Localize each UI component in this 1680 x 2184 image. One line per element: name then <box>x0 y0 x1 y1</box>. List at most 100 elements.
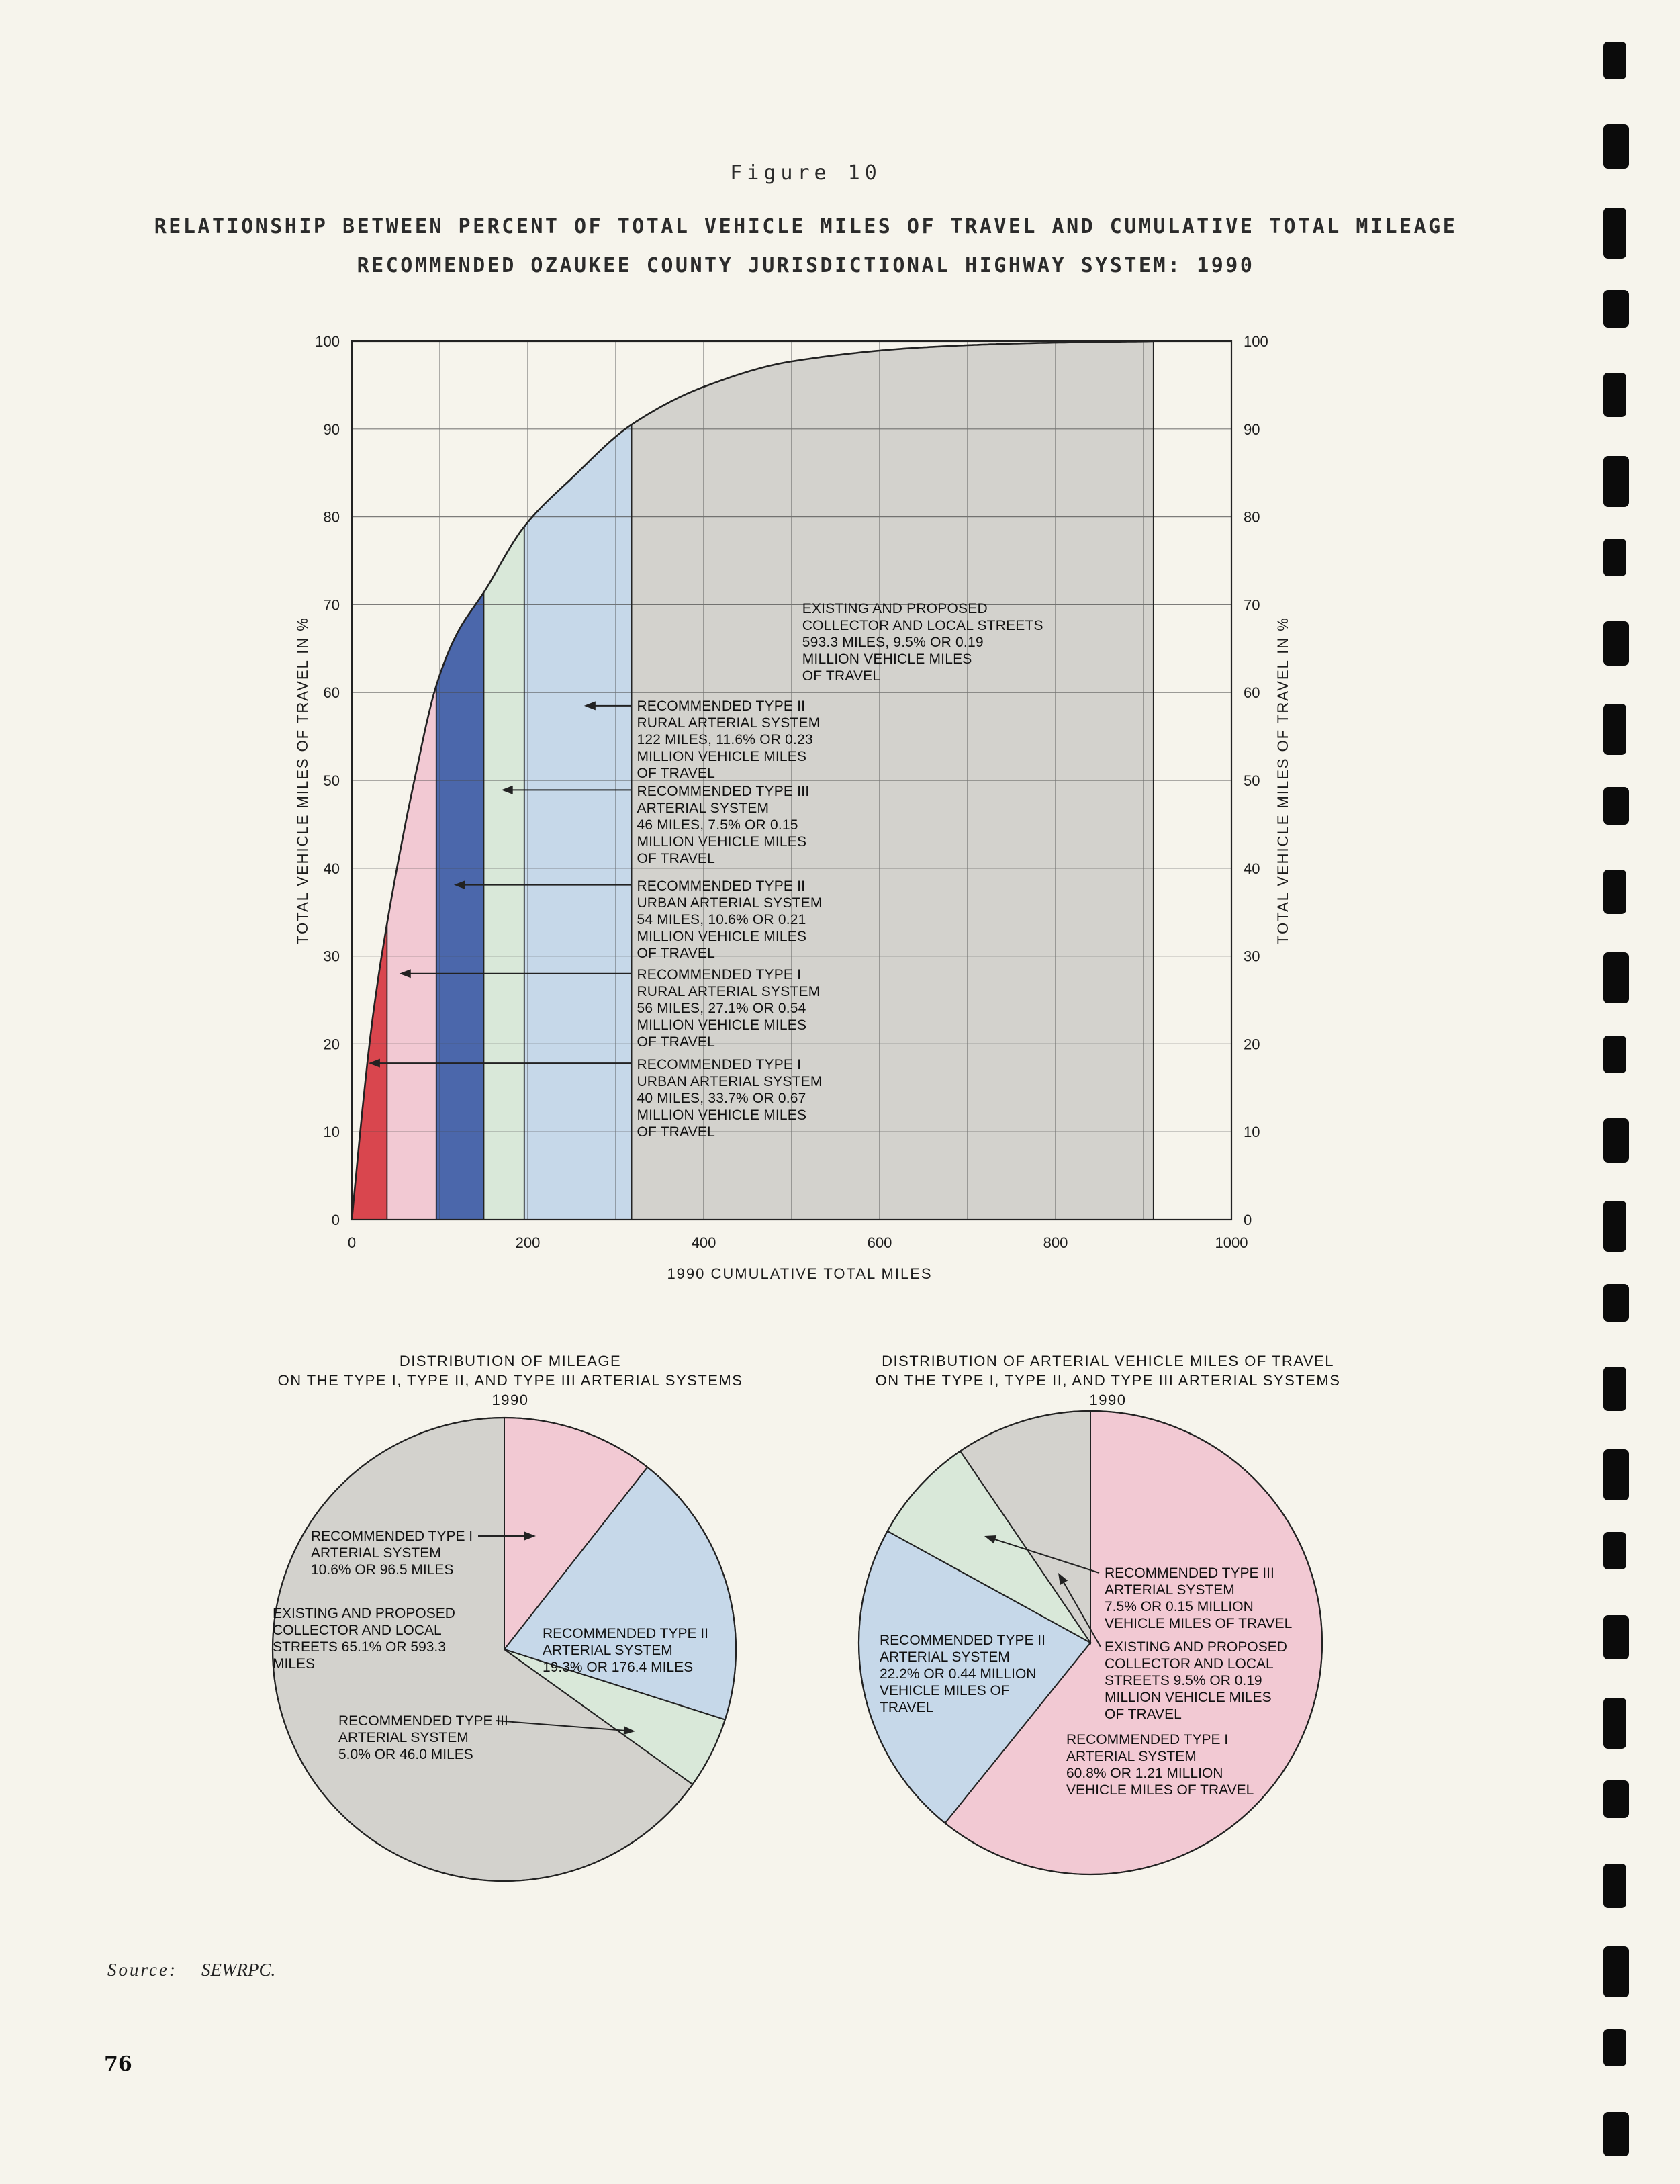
pie-arrow-icon <box>524 1531 536 1541</box>
binding-hole-mark <box>1603 2029 1626 2067</box>
chart-annotation-type1_urban: RECOMMENDED TYPE I URBAN ARTERIAL SYSTEM 4… <box>637 1056 823 1140</box>
page-title-line1: RELATIONSHIP BETWEEN PERCENT OF TOTAL VE… <box>154 215 1458 238</box>
svg-text:20: 20 <box>324 1036 340 1052</box>
svg-text:600: 600 <box>868 1234 892 1251</box>
chart-annotation-type2_urban: RECOMMENDED TYPE II URBAN ARTERIAL SYSTEM… <box>637 878 823 962</box>
svg-text:30: 30 <box>1244 948 1260 965</box>
source-note: Source: SEWRPC. <box>107 1960 275 1981</box>
cumulative-mileage-chart: 0 0 10 10 20 20 30 30 40 40 50 50 60 60 70 70 80 80 90 90 10… <box>255 309 1343 1296</box>
chart-annotation-type1_rural: RECOMMENDED TYPE I RURAL ARTERIAL SYSTEM 5… <box>637 967 821 1050</box>
pie-right-svg <box>857 1410 1323 1876</box>
binding-hole-mark <box>1603 1698 1626 1749</box>
binding-hole-mark <box>1603 870 1626 914</box>
binding-hole-mark <box>1603 1201 1626 1253</box>
binding-hole-mark <box>1603 124 1629 169</box>
svg-text:40: 40 <box>324 860 340 877</box>
page-title-line2: RECOMMENDED OZAUKEE COUNTY JURISDICTIONA… <box>357 254 1255 277</box>
y-axis-title-left: TOTAL VEHICLE MILES OF TRAVEL IN % <box>294 617 311 944</box>
plot-border <box>351 340 1233 1221</box>
svg-text:60: 60 <box>324 684 340 701</box>
chart-annotation-type2_rural: RECOMMENDED TYPE II RURAL ARTERIAL SYSTEM… <box>637 698 821 782</box>
svg-text:50: 50 <box>324 772 340 789</box>
source-value: SEWRPC. <box>201 1960 276 1980</box>
pie-label-type2: RECOMMENDED TYPE II ARTERIAL SYSTEM 22.2% … <box>880 1633 1045 1715</box>
chart-annotation-type3: RECOMMENDED TYPE III ARTERIAL SYSTEM 46 MI… <box>637 783 810 866</box>
pie-label-type3: RECOMMENDED TYPE III ARTERIAL SYSTEM 7.5% … <box>1105 1565 1293 1631</box>
pie-chart-title: DISTRIBUTION OF MILEAGE ON THE TYPE I, TY… <box>277 1353 743 1408</box>
pie-left-svg <box>271 1416 737 1882</box>
band-boundaries <box>386 341 1154 1220</box>
binding-hole-mark <box>1603 1780 1629 1819</box>
pie-label-type1: RECOMMENDED TYPE I ARTERIAL SYSTEM 60.8% O… <box>1066 1732 1254 1798</box>
svg-text:60: 60 <box>1244 684 1260 701</box>
svg-text:1000: 1000 <box>1215 1234 1248 1251</box>
binding-hole-mark <box>1603 207 1626 259</box>
figure-label: Figure 10 <box>730 161 882 185</box>
svg-text:70: 70 <box>1244 596 1260 613</box>
pie-outline <box>271 1416 737 1882</box>
binding-hole-mark <box>1603 786 1629 825</box>
cumulative-curve <box>351 340 1154 1220</box>
chart-annotation-collector_local: EXISTING AND PROPOSED COLLECTOR AND LOCAL… <box>802 600 1043 684</box>
svg-text:100: 100 <box>1244 333 1268 350</box>
pie-outline <box>857 1410 1323 1876</box>
pie-label-type3: RECOMMENDED TYPE III ARTERIAL SYSTEM 5.0% … <box>338 1713 508 1762</box>
svg-text:0: 0 <box>332 1212 340 1228</box>
svg-text:100: 100 <box>315 333 340 350</box>
binding-hole-mark <box>1603 373 1626 418</box>
annotation-arrow-icon <box>399 969 411 979</box>
binding-hole-mark <box>1603 1118 1629 1163</box>
pie-label-type1: RECOMMENDED TYPE I ARTERIAL SYSTEM 10.6% O… <box>311 1529 473 1578</box>
mileage-distribution-pie: DISTRIBUTION OF MILEAGE ON THE TYPE I, TY… <box>228 1336 846 1951</box>
svg-text:90: 90 <box>324 421 340 438</box>
band-type2_urban <box>436 592 484 1220</box>
svg-text:800: 800 <box>1043 1234 1068 1251</box>
annotation-arrow-icon <box>501 785 513 794</box>
svg-text:200: 200 <box>516 1234 541 1251</box>
svg-text:80: 80 <box>1244 509 1260 526</box>
band-type3 <box>483 527 524 1220</box>
annotation-arrow-icon <box>453 880 465 890</box>
annotation-arrows <box>368 701 632 1068</box>
pie-arrow-icon <box>623 1726 635 1735</box>
binding-hole-mark <box>1603 1614 1629 1659</box>
binding-hole-mark <box>1603 952 1629 1004</box>
page-number: 76 <box>104 2052 132 2076</box>
pie-arrow-icon <box>1058 1573 1068 1585</box>
svg-text:40: 40 <box>1244 860 1260 877</box>
binding-hole-mark <box>1603 289 1629 328</box>
annotation-arrow-icon <box>584 701 596 711</box>
pie-label-type2: RECOMMENDED TYPE II ARTERIAL SYSTEM 19.3% … <box>543 1626 708 1675</box>
svg-text:80: 80 <box>324 509 340 526</box>
svg-text:20: 20 <box>1244 1036 1260 1052</box>
pie-label-collector: EXISTING AND PROPOSED COLLECTOR AND LOCAL… <box>1105 1639 1287 1722</box>
binding-hole-mark <box>1603 42 1626 79</box>
binding-hole-mark <box>1603 1532 1626 1570</box>
svg-text:10: 10 <box>324 1124 340 1140</box>
binding-hole-mark <box>1603 538 1626 576</box>
binding-hole-mark <box>1603 1035 1626 1073</box>
binding-hole-mark <box>1603 1946 1629 1997</box>
svg-text:70: 70 <box>324 596 340 613</box>
binding-hole-mark <box>1603 455 1629 507</box>
svg-text:30: 30 <box>324 948 340 965</box>
pie-label-collector: EXISTING AND PROPOSED COLLECTOR AND LOCAL… <box>273 1606 455 1672</box>
binding-hole-mark <box>1603 1863 1626 1908</box>
svg-text:400: 400 <box>692 1234 716 1251</box>
grid-lines <box>352 341 1231 1220</box>
binding-hole-mark <box>1603 704 1626 756</box>
binding-hole-mark <box>1603 1366 1626 1411</box>
band-type2_rural <box>524 424 632 1220</box>
svg-text:0: 0 <box>348 1234 356 1251</box>
band-type1_urban <box>352 923 387 1220</box>
binding-hole-mark <box>1603 621 1629 666</box>
binding-hole-mark <box>1603 1449 1629 1501</box>
pie-arrow-icon <box>984 1535 997 1544</box>
x-axis-title: 1990 CUMULATIVE TOTAL MILES <box>667 1265 932 1282</box>
source-label: Source: <box>107 1960 177 1980</box>
band-type1_rural <box>387 685 436 1220</box>
svg-text:90: 90 <box>1244 421 1260 438</box>
